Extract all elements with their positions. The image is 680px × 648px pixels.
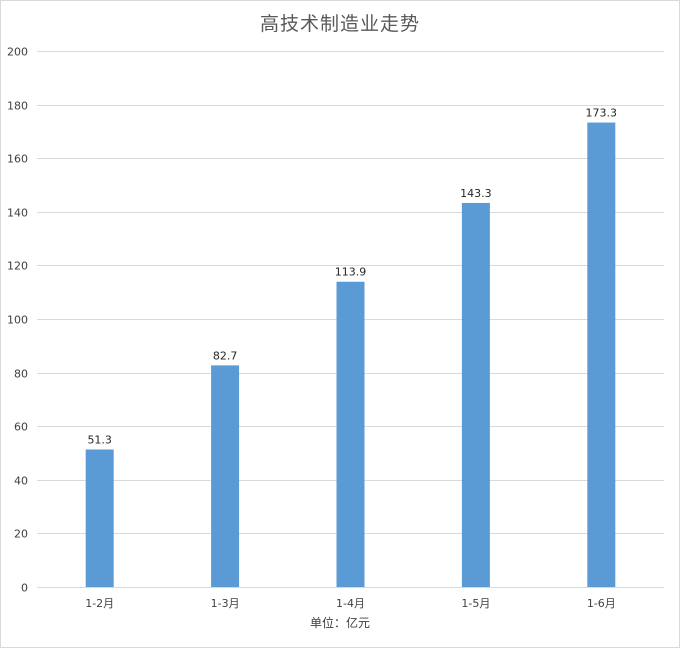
bar (336, 281, 365, 587)
x-axis-ticks: 1-2月 1-3月 1-4月 1-5月 1-6月 (85, 597, 616, 610)
y-tick-label: 100 (7, 314, 28, 327)
y-tick-label: 40 (14, 475, 28, 488)
x-tick-label: 1-3月 (211, 597, 240, 610)
x-axis-title: 单位：亿元 (309, 616, 370, 630)
y-tick-label: 0 (21, 582, 28, 595)
x-tick-label: 1-4月 (336, 597, 365, 610)
data-label: 82.7 (213, 349, 238, 362)
bar (85, 449, 114, 587)
data-label: 113.9 (335, 266, 367, 279)
bars (85, 122, 616, 587)
gridlines (37, 51, 664, 588)
data-label: 143.3 (460, 187, 492, 200)
y-tick-label: 20 (14, 528, 28, 541)
x-tick-label: 1-5月 (461, 597, 490, 610)
y-tick-label: 60 (14, 421, 28, 434)
bar (587, 122, 616, 587)
y-tick-label: 160 (7, 153, 28, 166)
y-tick-label: 120 (7, 260, 28, 273)
data-label: 51.3 (87, 434, 112, 447)
y-tick-label: 80 (14, 368, 28, 381)
bar (211, 365, 240, 587)
x-tick-label: 1-2月 (85, 597, 114, 610)
x-tick-label: 1-6月 (587, 597, 616, 610)
y-axis-ticks: 0 20 40 60 80 100 120 140 160 180 200 (7, 46, 28, 595)
chart-title: 高技术制造业走势 (259, 13, 420, 35)
y-tick-label: 200 (7, 46, 28, 59)
y-tick-label: 140 (7, 207, 28, 220)
bar (461, 202, 490, 587)
data-label: 173.3 (586, 107, 618, 120)
data-labels: 51.3 82.7 113.9 143.3 173.3 (87, 107, 617, 447)
y-tick-label: 180 (7, 100, 28, 113)
